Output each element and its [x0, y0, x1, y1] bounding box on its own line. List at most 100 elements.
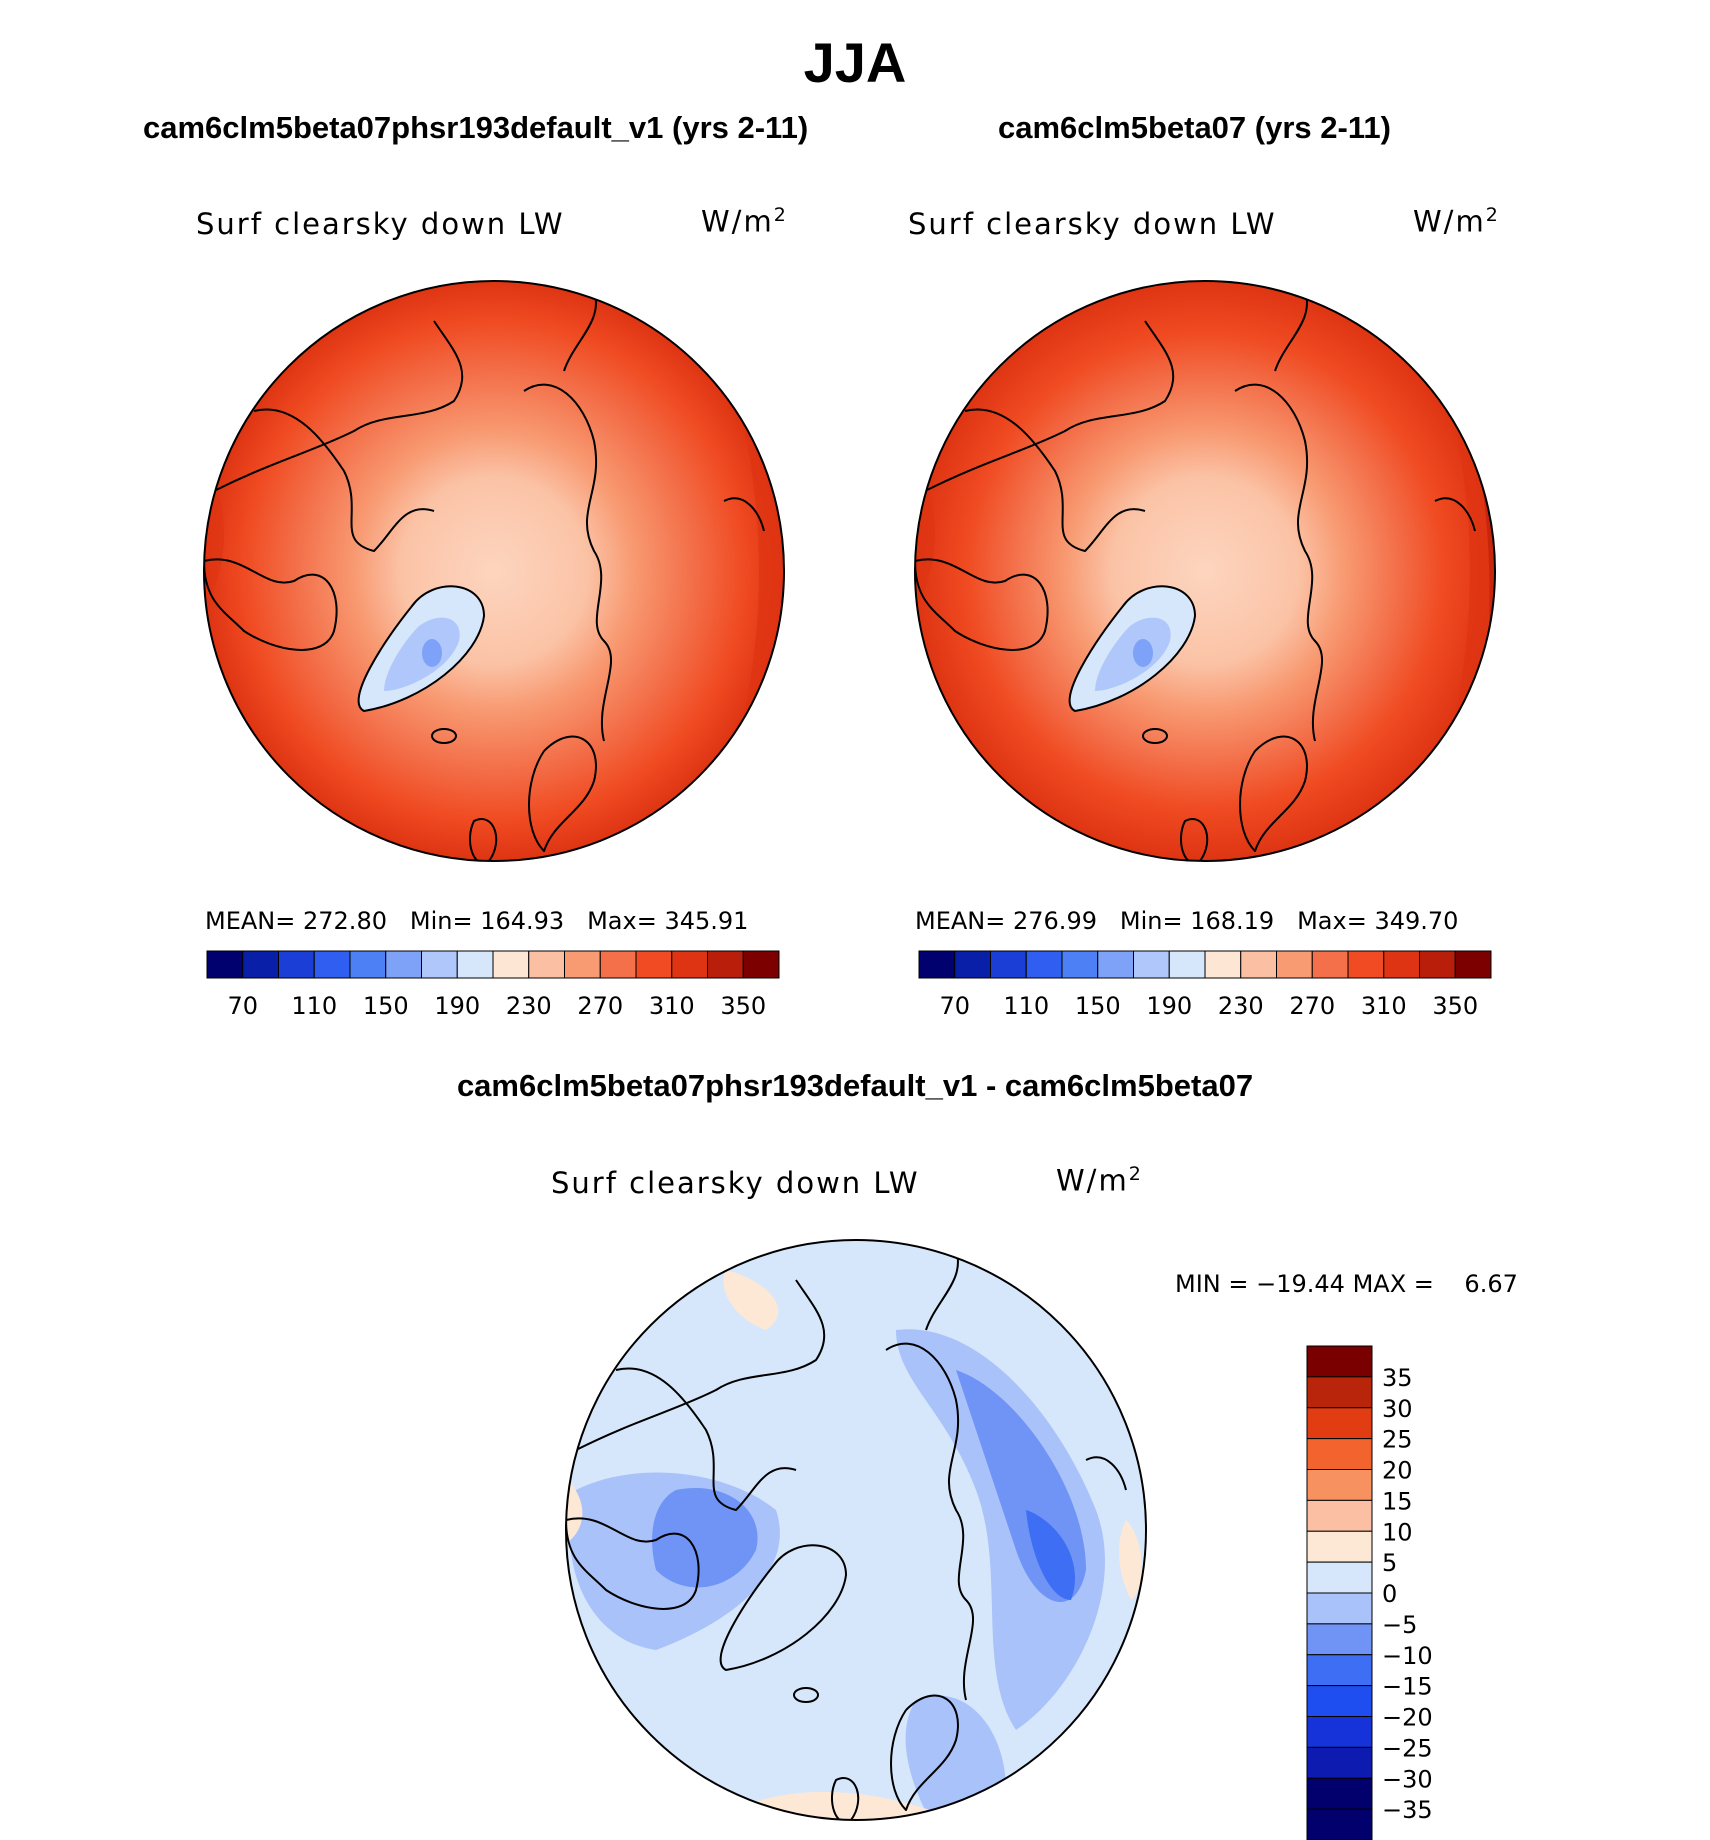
coast-canadian-archipelago [964, 408, 1146, 552]
map-boundary [203, 280, 785, 862]
greenland-coldest-spot [1133, 639, 1153, 667]
colorbar-1-box [671, 950, 708, 979]
colorbar-1-box [242, 950, 279, 979]
colorbar-3-box [1306, 1808, 1373, 1840]
colorbar-2-box [1133, 950, 1170, 979]
colorbar-3-box [1306, 1345, 1373, 1378]
colorbar-2-tick-label: 230 [1218, 992, 1264, 1020]
panel-2-title: cam6clm5beta07 (yrs 2-11) [998, 110, 1391, 145]
colorbar-3-tick-label: −30 [1382, 1765, 1433, 1793]
coastlines [204, 290, 765, 861]
panel-2-units: W/m2 [1413, 204, 1500, 239]
colorbar-3-box [1306, 1469, 1373, 1501]
panel-1-max: 345.91 [664, 907, 749, 935]
coast-alaska [924, 320, 1175, 492]
panel-1-variable: Surf clearsky down LW [196, 207, 565, 241]
colorbar-1-box [278, 950, 315, 979]
coast-scandinavia [528, 735, 597, 852]
coast-british-isles [1180, 818, 1209, 861]
greenland-colder-region [384, 617, 460, 691]
colorbar-3-tick-label: 35 [1382, 1364, 1413, 1392]
colorbar-3-tick-label: 25 [1382, 1426, 1413, 1454]
panel-1-max-label: Max= [587, 907, 657, 935]
colorbar-3-tick-label: 20 [1382, 1457, 1413, 1485]
colorbar-1-box [742, 950, 780, 979]
colorbar-1-tick-label: 270 [577, 992, 623, 1020]
colorbar-1-box [528, 950, 565, 979]
panel-3-min: −19.44 [1256, 1270, 1345, 1298]
coast-iceland [431, 728, 457, 744]
colorbar-1-tick-label: 350 [720, 992, 766, 1020]
colorbar-2-box [1168, 950, 1206, 979]
colorbar-1-box [707, 950, 744, 979]
coast-canadian-archipelago [253, 408, 435, 552]
colorbar-3-box [1306, 1530, 1373, 1563]
coast-sakhalin [1434, 497, 1476, 532]
panel-1-units: W/m2 [701, 204, 788, 239]
colorbar-3-tick-label: −15 [1382, 1673, 1433, 1701]
colorbar-3-tick-label: 5 [1382, 1549, 1397, 1577]
map-panel-1 [203, 280, 785, 862]
colorbar-2-tick-label: 310 [1361, 992, 1407, 1020]
panel-2-max-label: Max= [1297, 907, 1367, 935]
coast-hudson-bay [204, 558, 338, 651]
colorbar-1-box [385, 950, 422, 979]
panel-3-units: W/m2 [1056, 1163, 1143, 1198]
coast-siberia [1234, 383, 1324, 742]
panel-2-variable: Surf clearsky down LW [908, 207, 1277, 241]
coast-greenland [1068, 585, 1196, 712]
colorbar-1-box [564, 950, 601, 979]
colorbar-1-tick-label: 150 [363, 992, 409, 1020]
colorbar-3-box [1306, 1561, 1373, 1594]
panel-2-stats: MEAN= 276.99 Min= 168.19 Max= 349.70 [915, 907, 1458, 935]
map-panel-3 [565, 1239, 1147, 1821]
map-boundary [565, 1239, 1147, 1821]
colorbar-1-tick-label: 230 [506, 992, 552, 1020]
colorbar-3-tick-label: −5 [1382, 1611, 1417, 1639]
panel-3-stats: MIN = −19.44 MAX = 6.67 [1175, 1270, 1518, 1298]
colorbar-1-box [456, 950, 494, 979]
panel-2-mean: 276.99 [1013, 907, 1097, 935]
colorbar-2-box [1240, 950, 1277, 979]
panel-2-max: 349.70 [1374, 907, 1459, 935]
anomaly-atlantic-positive [736, 1791, 956, 1820]
colorbar-2-box [1454, 950, 1492, 979]
colorbar-1-box [599, 950, 637, 979]
colorbar-1-tick-label: 70 [227, 992, 258, 1020]
colorbar-3-box [1306, 1407, 1373, 1440]
map-boundary [914, 280, 1496, 862]
colorbar-1-box [421, 950, 458, 979]
coast-iceland [1142, 728, 1168, 744]
colorbar-2-tick-label: 190 [1146, 992, 1192, 1020]
greenland-coldest-spot [422, 639, 442, 667]
colorbar-3-box [1306, 1438, 1373, 1470]
colorbar-3-box [1306, 1716, 1373, 1748]
anomaly-siberia-strongest [1026, 1510, 1075, 1600]
colorbar-1-box [206, 950, 244, 979]
colorbar-1-box [635, 950, 673, 979]
colorbar-3-tick-label: 30 [1382, 1395, 1413, 1423]
coast-siberia [885, 1342, 975, 1701]
colorbar-3-tick-label: 10 [1382, 1518, 1413, 1546]
coast-hudson-bay [915, 558, 1049, 651]
colorbar-2-tick-label: 70 [939, 992, 970, 1020]
panel-2-min: 168.19 [1190, 907, 1275, 935]
coastlines [566, 1249, 1127, 1820]
coast-siberia [523, 383, 613, 742]
colorbar-2-box [1061, 950, 1099, 979]
anomaly-alaska-positive [723, 1270, 779, 1330]
coast-sakhalin [1085, 1456, 1127, 1491]
field-background [204, 281, 784, 861]
colorbar-2-box [1204, 950, 1242, 979]
coast-canadian-archipelago [615, 1367, 797, 1511]
colorbar-2-box [990, 950, 1027, 979]
colorbar-3-box [1306, 1746, 1373, 1779]
panel-3-title: cam6clm5beta07phsr193default_v1 - cam6cl… [456, 1068, 1254, 1103]
greenland-colder-region [1095, 617, 1171, 691]
colorbar-1-tick-label: 190 [434, 992, 480, 1020]
colorbar-3-tick-label: −25 [1382, 1734, 1433, 1762]
panel-1-mean-label: MEAN= [205, 907, 296, 935]
colorbar-3-box [1306, 1623, 1373, 1656]
colorbar-2-box [1025, 950, 1063, 979]
